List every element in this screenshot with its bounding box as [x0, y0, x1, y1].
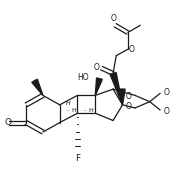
Text: O: O [94, 63, 100, 72]
Text: O: O [5, 118, 12, 127]
Text: O: O [163, 88, 169, 97]
Text: ·· H: ·· H [83, 108, 93, 113]
Polygon shape [95, 78, 102, 95]
Text: H: H [66, 101, 70, 106]
Text: O: O [129, 45, 135, 54]
Text: ·· H: ·· H [66, 108, 77, 113]
Text: O: O [163, 107, 169, 116]
Polygon shape [120, 89, 125, 105]
Polygon shape [110, 72, 122, 105]
Text: O: O [126, 102, 132, 111]
Text: O: O [126, 92, 132, 101]
Text: HO: HO [77, 73, 89, 82]
Text: O: O [110, 14, 116, 23]
Polygon shape [32, 79, 43, 95]
Text: F: F [75, 154, 80, 163]
